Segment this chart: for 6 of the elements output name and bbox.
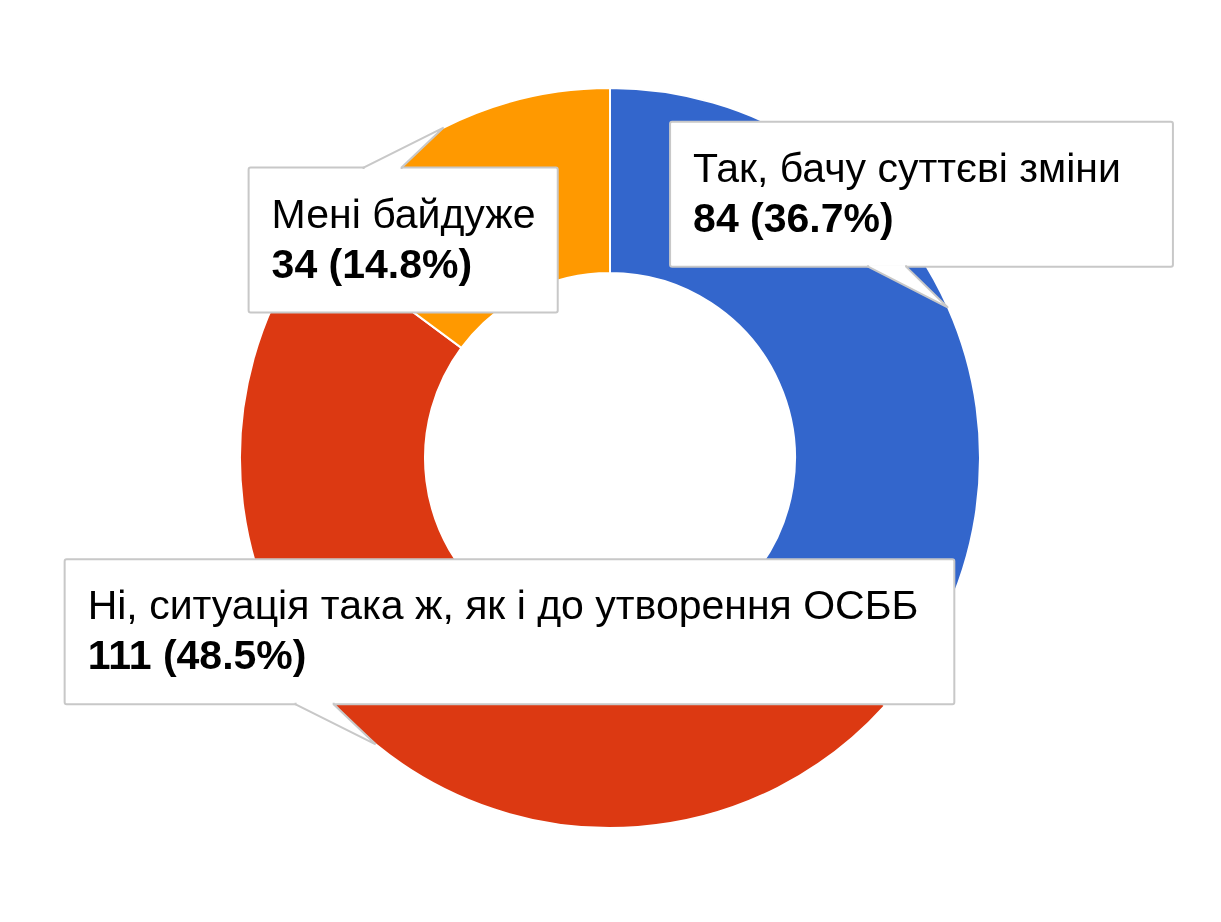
data-label: 111 (48.5%) <box>87 632 307 679</box>
slice-label: Ні, ситуація така ж, як і до утворення ОСББ <box>87 582 919 629</box>
slice-label: Так, бачу суттєві зміни <box>693 144 1121 191</box>
slice-label: Мені байдуже <box>271 190 536 237</box>
data-label: 84 (36.7%) <box>693 194 894 241</box>
data-label: 34 (14.8%) <box>271 240 473 287</box>
